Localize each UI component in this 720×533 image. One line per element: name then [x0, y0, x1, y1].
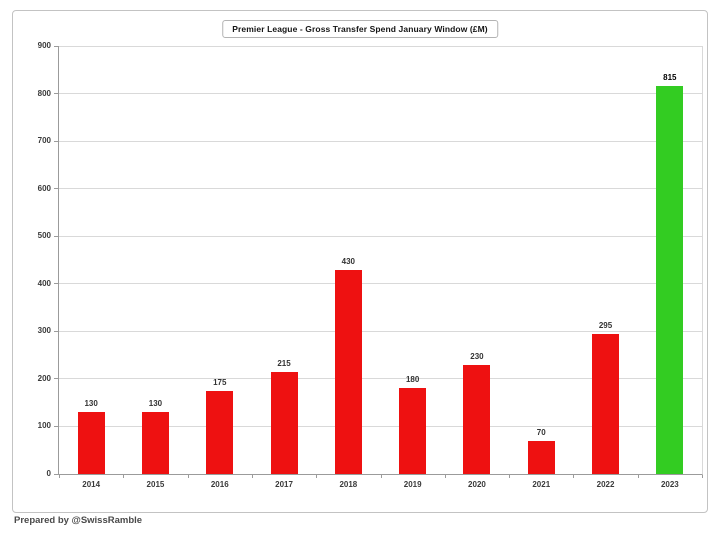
x-axis-label-2018: 2018 — [339, 480, 358, 489]
bar-value-label-2022: 295 — [598, 320, 613, 330]
bar-2014 — [77, 412, 105, 474]
x-tick-mark-7 — [509, 475, 511, 478]
y-axis-label-0: 0 — [46, 469, 51, 478]
y-axis-label-200: 200 — [37, 373, 51, 383]
gridline-y-200 — [59, 378, 702, 380]
x-tick-mark-2 — [187, 475, 189, 478]
y-tick-mark-400 — [54, 283, 58, 285]
bar-2016 — [206, 390, 234, 474]
x-axis-label-2023: 2023 — [660, 480, 679, 489]
y-tick-mark-100 — [54, 425, 58, 427]
x-axis-label-2014: 2014 — [82, 480, 101, 489]
bar-2021 — [527, 440, 555, 474]
bar-value-label-2020: 230 — [470, 351, 484, 361]
y-axis-label-100: 100 — [37, 421, 51, 431]
bar-value-label-2019: 180 — [405, 375, 420, 385]
x-axis-label-2022: 2022 — [596, 480, 615, 489]
y-tick-mark-700 — [54, 140, 58, 142]
x-tick-mark-6 — [444, 475, 446, 478]
y-tick-mark-500 — [54, 235, 58, 237]
x-tick-mark-1 — [123, 475, 125, 478]
y-tick-mark-600 — [54, 188, 58, 190]
bar-2019 — [399, 388, 427, 474]
y-tick-mark-0 — [54, 473, 58, 475]
y-axis-label-900: 900 — [37, 41, 51, 50]
x-axis-label-2020: 2020 — [468, 480, 486, 489]
bar-2023 — [656, 86, 684, 474]
gridline-y-100 — [59, 425, 702, 427]
y-axis-label-300: 300 — [37, 326, 51, 336]
bar-value-label-2016: 175 — [213, 377, 227, 387]
bar-value-label-2018: 430 — [341, 256, 356, 266]
y-tick-mark-200 — [54, 378, 58, 380]
x-tick-mark-0 — [59, 475, 60, 478]
y-axis-label-600: 600 — [37, 183, 51, 193]
footer-credit: Prepared by @SwissRamble — [14, 515, 143, 526]
gridline-y-300 — [59, 330, 702, 332]
x-tick-mark-9 — [637, 475, 639, 478]
y-axis-label-500: 500 — [37, 231, 51, 241]
bar-value-label-2014: 130 — [84, 399, 98, 409]
chart-title: Premier League - Gross Transfer Spend Ja… — [222, 20, 498, 38]
x-tick-mark-8 — [573, 475, 575, 478]
y-tick-mark-800 — [54, 93, 58, 95]
x-tick-mark-5 — [380, 475, 382, 478]
y-tick-mark-300 — [54, 330, 58, 332]
y-axis-label-800: 800 — [37, 88, 51, 98]
bar-2018 — [334, 269, 362, 474]
bar-value-label-2017: 215 — [277, 358, 291, 368]
y-axis-label-700: 700 — [37, 136, 51, 146]
bar-2022 — [592, 333, 620, 474]
x-axis-label-2015: 2015 — [146, 480, 165, 489]
bar-2017 — [270, 371, 298, 474]
y-tick-mark-900 — [54, 45, 58, 47]
gridline-y-400 — [59, 283, 702, 285]
x-axis-label-2017: 2017 — [275, 480, 293, 489]
x-tick-mark-3 — [251, 475, 253, 478]
y-axis-label-400: 400 — [37, 278, 51, 288]
bar-value-label-2015: 130 — [148, 399, 163, 409]
x-axis-label-2021: 2021 — [532, 480, 551, 489]
chart-frame: Premier League - Gross Transfer Spend Ja… — [12, 10, 708, 513]
gridline-y-800 — [59, 93, 702, 95]
bar-2015 — [141, 412, 169, 474]
x-axis-label-2019: 2019 — [403, 480, 422, 489]
bar-value-label-2021: 70 — [536, 427, 546, 437]
bar-value-label-2023: 815 — [663, 73, 677, 83]
x-tick-mark-10 — [702, 475, 703, 478]
x-tick-mark-4 — [316, 475, 318, 478]
gridline-y-500 — [59, 235, 702, 237]
gridline-y-600 — [59, 188, 702, 190]
x-axis-label-2016: 2016 — [210, 480, 229, 489]
plot-area: 0 100 200 300 400 500 600 700 800 900 130 2014 130 20… — [38, 41, 703, 489]
gridline-y-900 — [59, 45, 702, 47]
gridline-y-700 — [59, 140, 702, 142]
bar-2020 — [463, 364, 491, 474]
